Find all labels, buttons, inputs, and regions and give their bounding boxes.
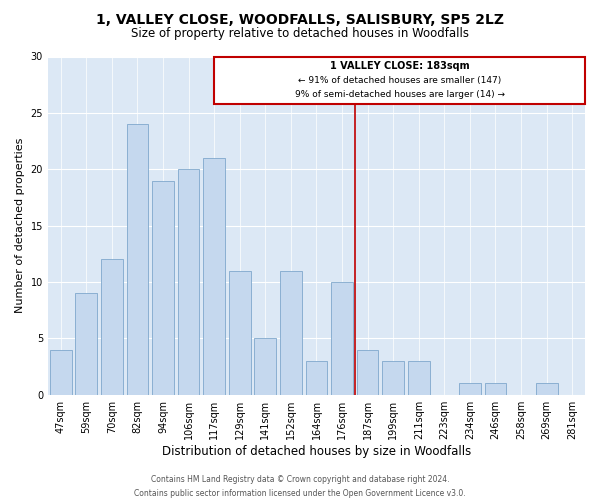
Bar xyxy=(152,180,174,394)
Bar xyxy=(536,384,557,394)
Bar xyxy=(331,282,353,395)
Y-axis label: Number of detached properties: Number of detached properties xyxy=(15,138,25,314)
Bar xyxy=(127,124,148,394)
Text: Size of property relative to detached houses in Woodfalls: Size of property relative to detached ho… xyxy=(131,28,469,40)
Bar xyxy=(178,169,199,394)
FancyBboxPatch shape xyxy=(214,56,585,104)
Bar xyxy=(203,158,225,394)
Bar xyxy=(50,350,71,395)
Bar xyxy=(229,270,251,394)
Bar xyxy=(280,270,302,394)
Bar xyxy=(357,350,379,395)
Text: ← 91% of detached houses are smaller (147): ← 91% of detached houses are smaller (14… xyxy=(298,76,501,84)
Bar xyxy=(101,260,123,394)
Bar xyxy=(254,338,276,394)
Bar xyxy=(408,361,430,394)
Bar xyxy=(459,384,481,394)
Text: 9% of semi-detached houses are larger (14) →: 9% of semi-detached houses are larger (1… xyxy=(295,90,505,100)
X-axis label: Distribution of detached houses by size in Woodfalls: Distribution of detached houses by size … xyxy=(162,444,471,458)
Text: Contains HM Land Registry data © Crown copyright and database right 2024.
Contai: Contains HM Land Registry data © Crown c… xyxy=(134,476,466,498)
Text: 1 VALLEY CLOSE: 183sqm: 1 VALLEY CLOSE: 183sqm xyxy=(330,61,469,71)
Bar xyxy=(76,293,97,394)
Bar xyxy=(382,361,404,394)
Text: 1, VALLEY CLOSE, WOODFALLS, SALISBURY, SP5 2LZ: 1, VALLEY CLOSE, WOODFALLS, SALISBURY, S… xyxy=(96,12,504,26)
Bar xyxy=(485,384,506,394)
Bar xyxy=(305,361,328,394)
